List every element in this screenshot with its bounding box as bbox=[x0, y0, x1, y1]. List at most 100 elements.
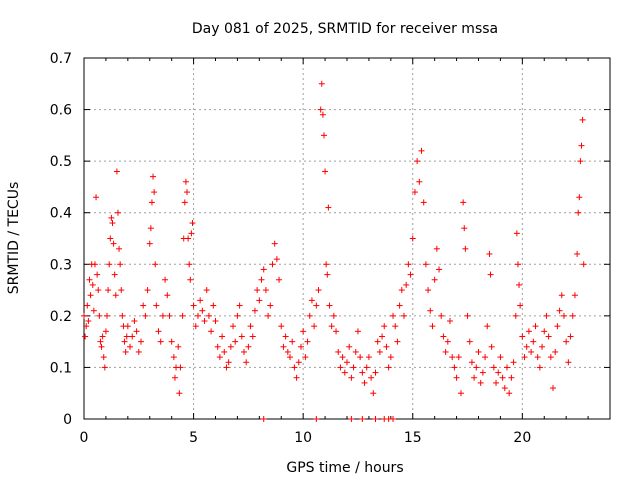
data-point bbox=[361, 379, 368, 386]
data-point bbox=[359, 416, 366, 422]
data-point bbox=[508, 374, 515, 381]
data-point bbox=[506, 390, 513, 397]
data-point bbox=[536, 364, 543, 371]
data-point bbox=[278, 323, 285, 330]
data-point bbox=[575, 209, 582, 216]
data-point bbox=[113, 168, 120, 175]
data-point bbox=[501, 385, 508, 392]
data-point bbox=[580, 261, 587, 268]
data-point bbox=[414, 158, 421, 165]
data-point bbox=[94, 271, 101, 278]
data-point bbox=[97, 338, 104, 345]
x-axis-label: GPS time / hours bbox=[286, 460, 403, 476]
data-point bbox=[530, 338, 537, 345]
data-point bbox=[449, 354, 456, 361]
data-point bbox=[121, 338, 128, 345]
data-point bbox=[166, 312, 173, 319]
data-point bbox=[114, 209, 121, 216]
data-point bbox=[109, 220, 116, 227]
data-point bbox=[372, 416, 379, 422]
data-point bbox=[497, 354, 504, 361]
data-point bbox=[245, 343, 252, 350]
data-point bbox=[185, 235, 192, 242]
data-point bbox=[429, 323, 436, 330]
data-point bbox=[157, 338, 164, 345]
data-point bbox=[390, 312, 397, 319]
data-point bbox=[495, 369, 502, 376]
data-point bbox=[464, 312, 471, 319]
data-point bbox=[547, 354, 554, 361]
data-point bbox=[322, 168, 329, 175]
data-point bbox=[392, 323, 399, 330]
data-point bbox=[210, 302, 217, 309]
data-point bbox=[111, 271, 118, 278]
data-point bbox=[541, 328, 548, 335]
y-tick-label: 0.1 bbox=[50, 360, 72, 376]
data-point bbox=[315, 287, 322, 294]
data-point bbox=[462, 245, 469, 252]
data-point bbox=[240, 348, 247, 355]
data-point bbox=[175, 343, 182, 350]
data-point bbox=[457, 390, 464, 397]
data-point bbox=[295, 359, 302, 366]
data-point bbox=[569, 312, 576, 319]
data-point bbox=[523, 343, 530, 350]
data-point bbox=[177, 364, 184, 371]
data-point bbox=[127, 343, 134, 350]
data-point bbox=[265, 312, 272, 319]
data-point bbox=[101, 364, 108, 371]
data-point bbox=[383, 343, 390, 350]
data-point bbox=[517, 302, 524, 309]
data-point bbox=[576, 194, 583, 201]
y-tick-label: 0 bbox=[63, 412, 72, 428]
data-point bbox=[223, 364, 230, 371]
data-point bbox=[249, 333, 256, 340]
data-point bbox=[189, 220, 196, 227]
data-point bbox=[102, 328, 109, 335]
data-point bbox=[168, 338, 175, 345]
data-point bbox=[440, 333, 447, 340]
data-point bbox=[477, 379, 484, 386]
data-point bbox=[550, 385, 557, 392]
data-point bbox=[254, 287, 261, 294]
data-point bbox=[144, 287, 151, 294]
data-point bbox=[409, 235, 416, 242]
data-point bbox=[471, 374, 478, 381]
x-tick-label: 20 bbox=[513, 430, 531, 446]
data-point bbox=[422, 261, 429, 268]
data-point bbox=[187, 276, 194, 283]
data-point bbox=[323, 261, 330, 268]
data-point bbox=[317, 106, 324, 113]
data-point bbox=[563, 338, 570, 345]
data-point bbox=[287, 354, 294, 361]
data-point bbox=[152, 261, 159, 268]
data-point bbox=[300, 328, 307, 335]
data-point bbox=[534, 354, 541, 361]
data-point bbox=[214, 343, 221, 350]
data-point bbox=[122, 348, 129, 355]
data-point bbox=[176, 390, 183, 397]
data-point bbox=[427, 307, 434, 314]
data-point bbox=[106, 261, 113, 268]
data-point bbox=[473, 364, 480, 371]
data-point bbox=[181, 199, 188, 206]
data-point bbox=[291, 364, 298, 371]
data-point bbox=[89, 281, 96, 288]
data-point bbox=[192, 323, 199, 330]
data-point bbox=[339, 354, 346, 361]
data-point bbox=[400, 312, 407, 319]
data-point bbox=[87, 292, 94, 299]
data-point bbox=[225, 359, 232, 366]
data-point bbox=[539, 343, 546, 350]
data-point bbox=[442, 348, 449, 355]
data-point bbox=[532, 323, 539, 330]
data-point bbox=[387, 354, 394, 361]
data-point bbox=[308, 297, 315, 304]
data-point bbox=[324, 271, 331, 278]
data-point bbox=[184, 189, 191, 196]
data-point bbox=[379, 333, 386, 340]
y-tick-label: 0.4 bbox=[50, 206, 72, 222]
data-point bbox=[108, 214, 115, 221]
data-point bbox=[484, 323, 491, 330]
